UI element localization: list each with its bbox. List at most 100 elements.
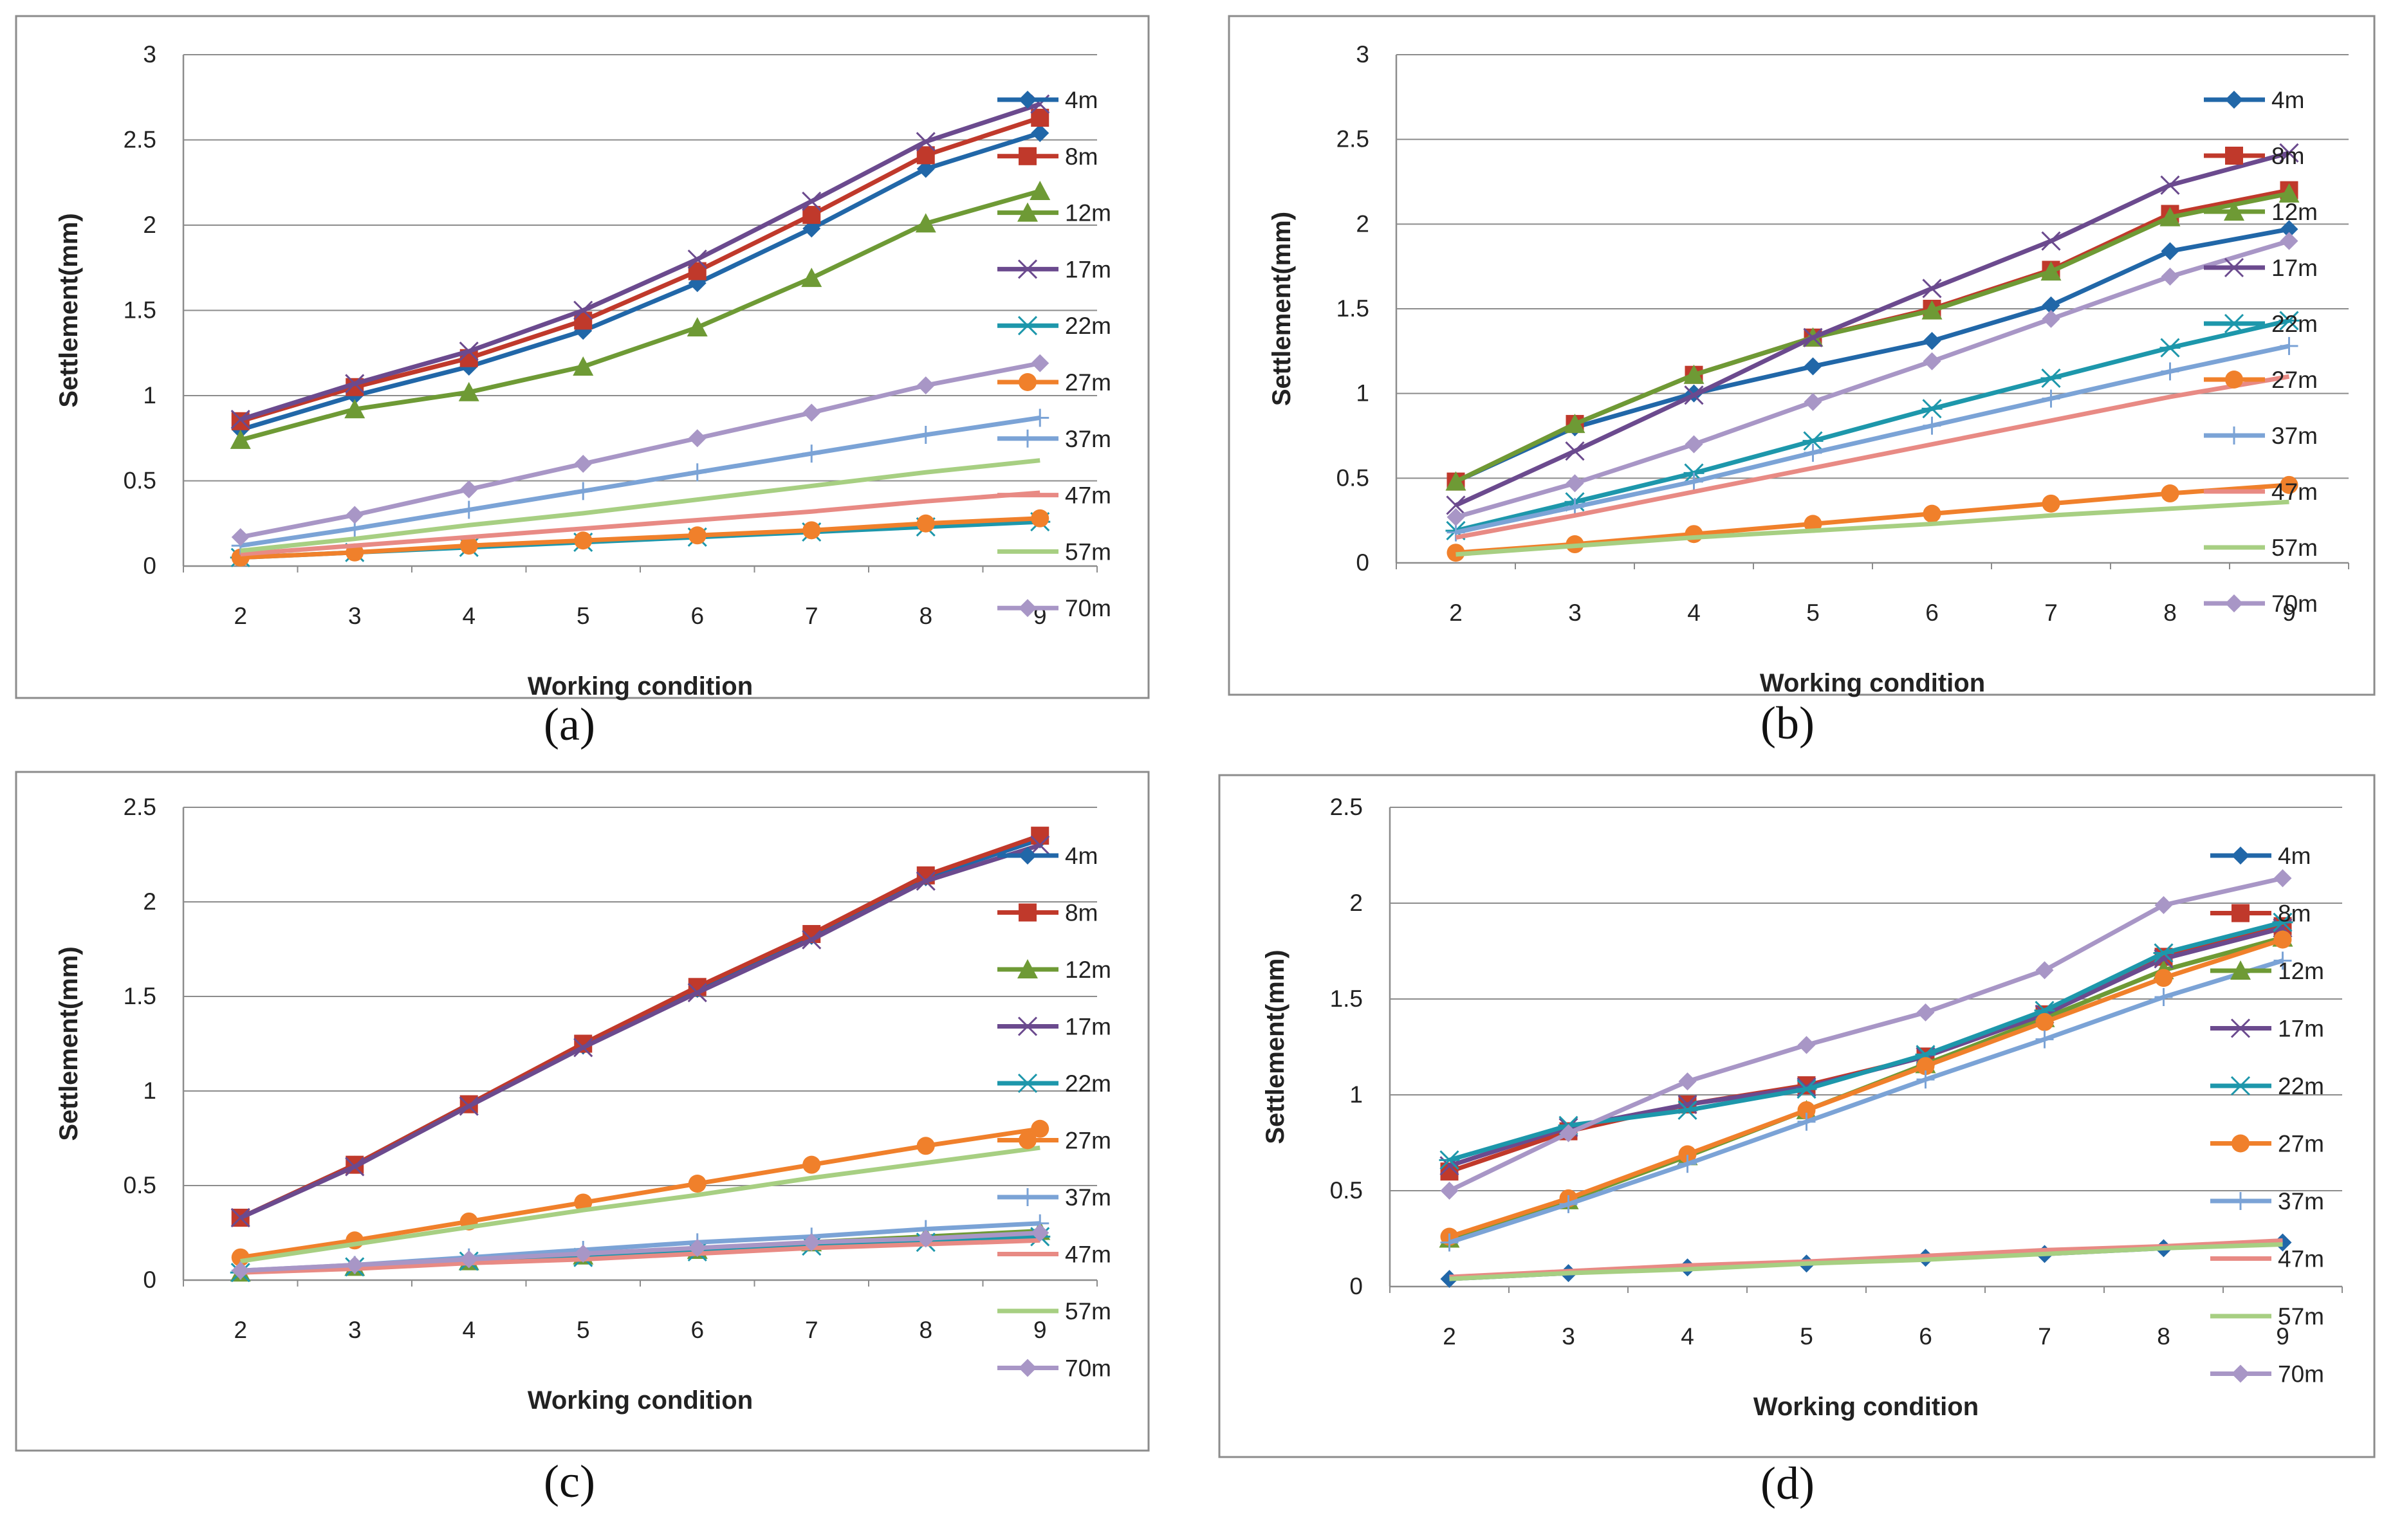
data-point [688, 1239, 707, 1258]
x-tick-label: 4 [462, 603, 476, 629]
data-point [2042, 309, 2060, 328]
data-point [2161, 267, 2179, 286]
x-tick-label: 3 [348, 1317, 362, 1343]
data-point [574, 455, 593, 473]
series-57m [240, 1145, 1040, 1264]
legend-item: 27m [2210, 1131, 2324, 1157]
x-tick-label: 5 [1806, 600, 1820, 626]
legend-marker [1017, 202, 1038, 222]
legend-label: 27m [1065, 369, 1111, 396]
legend-marker [1019, 847, 1037, 865]
legend-marker [1019, 1131, 1037, 1150]
x-tick-label: 9 [2276, 1323, 2289, 1350]
chart-panel: 0 0.5 1 1.5 2 2.5 2 3 4 5 6 7 8 9 Working condition Set… [15, 771, 1150, 1452]
data-point [231, 1261, 250, 1280]
legend-item: 47m [997, 482, 1111, 509]
data-point [802, 521, 821, 540]
legend-label: 22m [2271, 311, 2318, 337]
legend-item: 22m [2204, 311, 2318, 337]
legend-item: 27m [997, 1128, 1111, 1154]
data-point [1031, 124, 1049, 142]
legend-marker [1017, 959, 1038, 978]
data-point [574, 482, 593, 500]
data-point [916, 514, 935, 533]
legend-label: 22m [1065, 1070, 1111, 1097]
legend-label: 27m [2271, 367, 2318, 393]
series-line [240, 1238, 1040, 1275]
legend-item: 70m [2204, 591, 2318, 617]
data-point [1802, 431, 1824, 451]
data-point [2154, 895, 2173, 914]
x-tick-label: 2 [234, 1317, 247, 1343]
legend-marker [2232, 1134, 2250, 1153]
x-tick-label: 7 [2038, 1323, 2051, 1350]
legend-item: 27m [997, 369, 1111, 396]
data-point [1678, 1072, 1697, 1091]
x-tick-label: 4 [462, 1317, 476, 1343]
x-axis-title: Working condition [1753, 1393, 1979, 1421]
series-57m [1455, 499, 2289, 557]
series-22m [1445, 311, 2300, 541]
data-point [2273, 930, 2292, 949]
legend-marker [2224, 257, 2244, 278]
legend-label: 27m [1065, 1128, 1111, 1154]
data-point [2161, 362, 2179, 381]
data-point [687, 249, 707, 270]
series-line [1448, 958, 2284, 1245]
data-point [1559, 1124, 1578, 1142]
data-point [459, 1096, 479, 1116]
data-point [2273, 951, 2292, 970]
data-point [1564, 414, 1585, 434]
data-point [916, 425, 935, 444]
series-70m [231, 1224, 1049, 1280]
legend-marker [1017, 316, 1038, 336]
legend-marker [1017, 259, 1038, 279]
series-37m [231, 408, 1049, 555]
y-tick-label: 0 [1349, 1273, 1363, 1299]
x-tick-label: 5 [1800, 1323, 1813, 1350]
data-point [916, 132, 936, 152]
legend-item: 8m [2204, 143, 2304, 169]
series-37m [1440, 951, 2292, 1252]
x-tick-label: 8 [919, 1317, 932, 1343]
series-47m [240, 1238, 1040, 1275]
data-point [1922, 279, 1942, 298]
x-tick-label: 2 [1443, 1323, 1456, 1350]
x-tick-label: 5 [577, 603, 590, 629]
data-point [1446, 495, 1466, 515]
legend-item: 57m [2210, 1303, 2324, 1330]
data-point [1566, 474, 1584, 493]
data-point [687, 983, 707, 1003]
data-point [1804, 443, 1822, 462]
legend-label: 4m [2271, 87, 2304, 113]
x-axis-title: Working condition [1760, 669, 1985, 697]
legend-item: 17m [2204, 255, 2318, 281]
data-point [1803, 327, 1823, 347]
data-point [1559, 1195, 1578, 1213]
data-point [1923, 416, 1941, 435]
legend-label: 37m [2271, 423, 2318, 449]
legend-marker [2224, 201, 2244, 221]
series-line [240, 490, 1040, 556]
data-point [1916, 1057, 1935, 1076]
data-point [2040, 261, 2062, 281]
y-tick-label: 1.5 [1330, 985, 1363, 1012]
legend-marker [2230, 1076, 2251, 1096]
x-tick-label: 9 [2282, 600, 2296, 626]
x-tick-label: 8 [2163, 600, 2177, 626]
data-point [1031, 354, 1049, 372]
panel-label: (b) [1760, 697, 1815, 749]
panel-label: (a) [544, 699, 595, 750]
data-point [1804, 357, 1822, 376]
data-point [1916, 1003, 1935, 1022]
legend-label: 12m [2278, 958, 2324, 984]
data-point [1685, 472, 1703, 491]
y-tick-label: 2 [1356, 210, 1369, 237]
legend-marker [2230, 960, 2251, 980]
series-4m [1446, 220, 2298, 491]
legend-label: 4m [1065, 843, 1098, 869]
data-point [1031, 1224, 1049, 1242]
chart-panel: 0 0.5 1 1.5 2 2.5 3 2 3 4 5 6 7 8 9 Working condition Se… [1228, 15, 2376, 697]
data-point [1797, 1101, 1816, 1119]
legend-item: 37m [2204, 423, 2318, 449]
